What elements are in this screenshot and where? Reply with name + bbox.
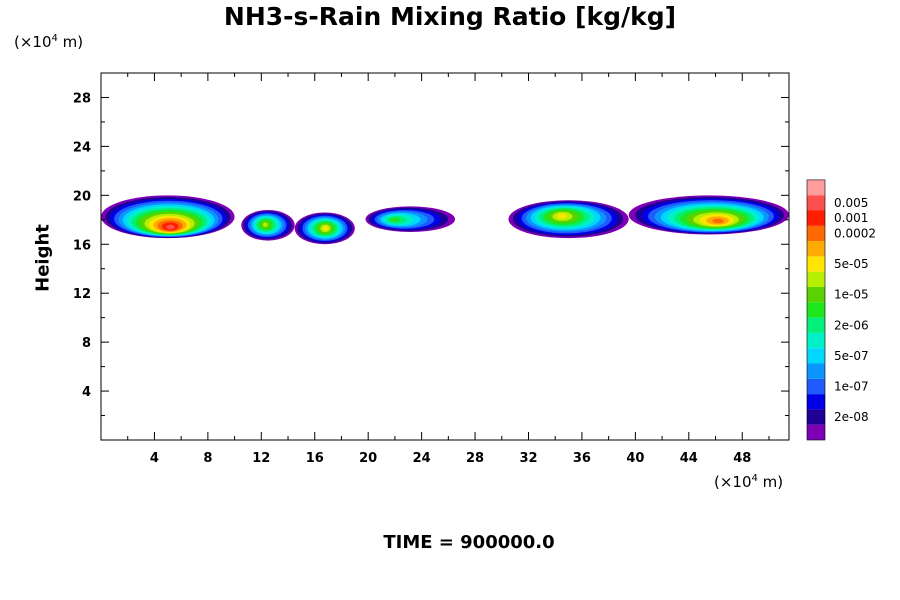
colorbar-band [807, 394, 825, 410]
field-contour [262, 222, 268, 227]
colorbar-band [807, 271, 825, 287]
colorbar-label: 5e-05 [834, 257, 869, 271]
colorbar-label: 1e-07 [834, 379, 869, 393]
y-tick-label: 8 [82, 336, 91, 351]
chart-title: NH3-s-Rain Mixing Ratio [kg/kg] [223, 2, 677, 31]
y-tick-label: 16 [73, 238, 91, 253]
x-axis: 4 8 12 16 20 24 28 32 36 40 44 48 [127, 73, 770, 466]
x-tick-label: 36 [573, 451, 591, 466]
colorbar-band [807, 179, 825, 196]
colorbar: 2e-081e-075e-072e-061e-055e-050.00020.00… [806, 179, 876, 441]
field-contour [322, 226, 328, 231]
x-tick-label: 32 [519, 451, 537, 466]
x-tick-label: 48 [733, 451, 751, 466]
colorbar-band [807, 348, 825, 364]
colorbar-label: 0.0002 [834, 226, 876, 240]
field-region [508, 200, 629, 239]
plot-frame [100, 72, 790, 441]
y-tick-label: 4 [82, 385, 91, 400]
y-tick-label: 28 [73, 91, 91, 106]
x-tick-label: 40 [626, 451, 644, 466]
colorbar-label: 5e-07 [834, 349, 869, 363]
colorbar-label: 2e-06 [834, 318, 869, 332]
colorbar-label: 0.001 [834, 211, 868, 225]
y-tick-label: 24 [73, 140, 91, 155]
field-region [365, 206, 456, 233]
x-tick-label: 12 [252, 451, 270, 466]
colorbar-band [807, 210, 825, 226]
field-region [101, 195, 235, 239]
colorbar-band [807, 195, 825, 211]
colorbar-border [806, 179, 826, 441]
x-tick-label: 44 [680, 451, 698, 466]
colorbar-band [807, 332, 825, 349]
field-contour [389, 217, 400, 223]
x-tick-label: 16 [306, 451, 324, 466]
field-contour [556, 213, 567, 219]
field-region [294, 212, 355, 245]
time-label: TIME = 900000.0 [383, 532, 555, 553]
field-contour [712, 218, 724, 224]
y-tick-label: 12 [73, 287, 91, 302]
colorbar-label: 1e-05 [834, 288, 869, 302]
colorbar-band [807, 241, 825, 257]
y-axis-unit: (×104 m) [14, 33, 84, 51]
x-tick-label: 20 [359, 451, 377, 466]
colorbar-band [807, 302, 825, 318]
colorbar-band [807, 378, 825, 395]
colorbar-band [807, 225, 825, 242]
x-tick-label: 8 [203, 451, 212, 466]
x-tick-label: 28 [466, 451, 484, 466]
x-tick-label: 24 [413, 451, 431, 466]
field-contour [166, 224, 175, 230]
x-axis-unit: (×104 m) [714, 473, 784, 491]
field-region [628, 195, 789, 235]
colorbar-band [807, 409, 825, 425]
y-axis: 4 8 12 16 20 24 28 [73, 91, 789, 417]
colorbar-band [807, 317, 825, 333]
x-tick-label: 4 [150, 451, 159, 466]
colorbar-band [807, 363, 825, 379]
field-region [241, 210, 295, 241]
colorbar-label: 2e-08 [834, 410, 869, 424]
colorbar-label: 0.005 [834, 196, 868, 210]
colorbar-band [807, 256, 825, 272]
y-tick-label: 20 [73, 189, 91, 204]
colorbar-band [807, 424, 825, 440]
mixing-ratio-field [101, 195, 789, 245]
colorbar-band [807, 287, 825, 303]
